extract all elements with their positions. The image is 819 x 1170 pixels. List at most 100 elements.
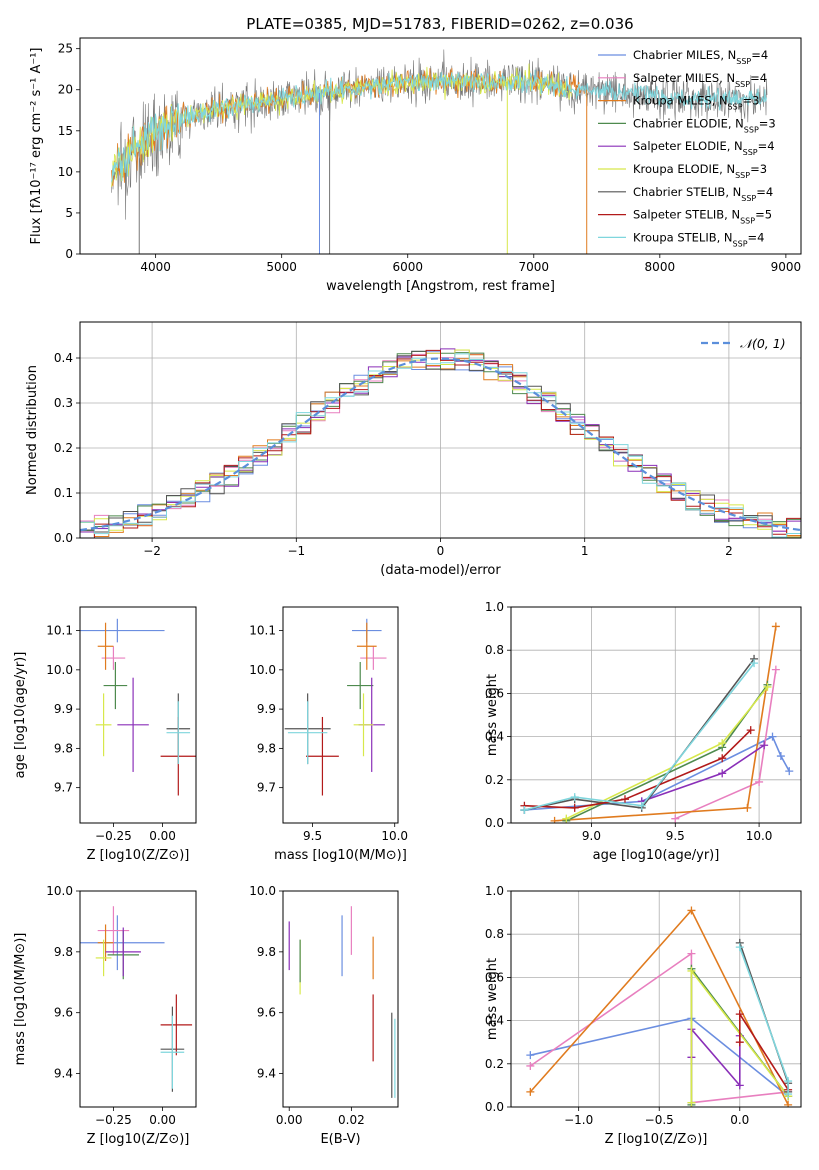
y-tick-label: 0 (65, 247, 73, 261)
y-tick-label: 25 (58, 42, 73, 56)
x-axis-label: (data-model)/error (380, 563, 501, 578)
spectrum-model-kroupa-elodie (111, 63, 572, 187)
histogram-kroupa-stelib (80, 353, 801, 538)
y-tick-label: 10.1 (46, 624, 73, 638)
series-marker (526, 1087, 535, 1096)
series-marker (735, 1081, 744, 1090)
residuals-frame (79, 321, 802, 539)
series-marker (760, 741, 769, 750)
age-vs-mass-frame (282, 606, 399, 824)
x-axis-label: Z [log10(Z/Z⊙)] (605, 1132, 708, 1147)
series-marker (687, 1098, 696, 1107)
legend-entry: Salpeter ELODIE, NSSP=4 (633, 139, 775, 157)
series-marker (570, 793, 579, 802)
series-line (554, 626, 777, 822)
series-marker (562, 814, 571, 823)
x-tick-label: −2 (143, 544, 161, 558)
y-tick-label: 1.0 (485, 884, 504, 898)
series-marker (784, 1077, 793, 1086)
y-tick-label: 0.6 (485, 970, 504, 984)
y-tick-label: 0.0 (54, 531, 73, 545)
y-axis-label: mass weight (485, 674, 500, 756)
y-tick-label: 9.6 (54, 1006, 73, 1020)
x-tick-label: −1.0 (564, 1113, 593, 1127)
age-vs-Z-frame (79, 606, 197, 824)
mass-vs-EBV-axes: 0.00 0.02 9.4 9.6 9.8 10.0 E(B-V) (249, 884, 364, 1147)
series-marker (687, 906, 696, 915)
y-tick-label: 9.8 (54, 945, 73, 959)
weight-vs-age-series (520, 622, 794, 823)
figure-title: PLATE=0385, MJD=51783, FIBERID=0262, z=0… (246, 15, 633, 33)
series-marker (785, 767, 794, 776)
legend-entry: Chabrier STELIB, NSSP=4 (633, 185, 773, 203)
legend-entry: Chabrier MILES, NSSP=4 (633, 48, 768, 66)
series-marker (750, 659, 759, 668)
x-tick-label: −0.5 (645, 1113, 674, 1127)
series-marker (776, 752, 785, 761)
series-marker (718, 754, 727, 763)
legend-entry: 𝒩(0, 1) (740, 336, 786, 351)
x-tick-label: 9.0 (582, 829, 601, 843)
series-marker (526, 1061, 535, 1070)
y-tick-label: 0.1 (54, 486, 73, 500)
y-tick-label: 10.0 (249, 884, 276, 898)
y-tick-label: 10.0 (249, 663, 276, 677)
y-tick-label: 0.2 (485, 1057, 504, 1071)
y-tick-label: 15 (58, 124, 73, 138)
y-tick-label: 9.8 (257, 945, 276, 959)
x-tick-label: −1 (287, 544, 305, 558)
mass-vs-EBV-frame (282, 890, 399, 1108)
x-tick-label: 0.00 (149, 829, 176, 843)
y-tick-label: 20 (58, 83, 73, 97)
series-marker (746, 726, 755, 735)
y-tick-label: 10.0 (46, 884, 73, 898)
spectrum-model-kroupa-stelib (111, 69, 767, 182)
y-tick-label: 9.6 (257, 1006, 276, 1020)
series-marker (784, 1100, 793, 1107)
x-tick-label: 6000 (392, 260, 423, 274)
y-tick-label: 9.8 (257, 741, 276, 755)
x-tick-label: 5000 (266, 260, 297, 274)
x-tick-label: 10.0 (381, 829, 408, 843)
y-tick-label: 9.9 (54, 702, 73, 716)
series-marker (687, 966, 696, 975)
mass-vs-EBV-points (288, 906, 396, 1098)
y-axis-label: Flux [fλ10⁻¹⁷ erg cm⁻² s⁻¹ A⁻¹] (29, 48, 44, 245)
x-tick-label: −0.25 (95, 829, 132, 843)
mass-vs-Z-frame (79, 890, 197, 1108)
weight-vs-Z-series (526, 906, 793, 1107)
y-tick-label: 0.8 (485, 643, 504, 657)
series-marker (671, 814, 680, 823)
y-tick-label: 0.0 (485, 1100, 504, 1114)
spectrum-axes: 4000 5000 6000 7000 8000 9000 0 5 10 15 20 25 wavele… (29, 42, 801, 294)
y-tick-label: 0.4 (485, 1014, 504, 1028)
legend-entry: Salpeter STELIB, NSSP=5 (633, 208, 772, 226)
y-tick-label: 0.2 (54, 441, 73, 455)
x-tick-label: 0.0 (730, 1113, 749, 1127)
y-tick-label: 0.4 (485, 730, 504, 744)
x-tick-label: 2 (725, 544, 733, 558)
mass-vs-Z-points (80, 906, 193, 1092)
x-tick-label: 10.0 (746, 829, 773, 843)
y-tick-label: 0.3 (54, 396, 73, 410)
spectrum-frame (79, 37, 802, 255)
x-axis-label: mass [log10(M/M⊙)] (274, 848, 407, 863)
series-marker (620, 795, 629, 804)
legend-entry: Salpeter MILES, NSSP=4 (633, 71, 767, 89)
residual-histograms (80, 348, 801, 538)
x-tick-label: 9.5 (303, 829, 322, 843)
series-marker (763, 682, 772, 691)
y-axis-label: mass [log10(M/M⊙)] (13, 933, 28, 1066)
legend-entry: Chabrier ELODIE, NSSP=3 (633, 116, 776, 133)
age-vs-mass-axes: 9.5 10.0 9.7 9.8 9.9 10.0 10.1 mass [log10(M/M⊙… (249, 624, 408, 863)
x-tick-label: 0 (437, 544, 445, 558)
y-tick-label: 5 (65, 206, 73, 220)
x-tick-label: 0.00 (276, 1113, 303, 1127)
series-marker (771, 665, 780, 674)
y-tick-label: 10 (58, 165, 73, 179)
spectrum-lines (111, 49, 768, 254)
spectrum-legend: Chabrier MILES, NSSP=4 Salpeter MILES, NS… (598, 48, 776, 248)
series-marker (526, 1051, 535, 1060)
series-line (524, 729, 752, 809)
x-tick-label: −0.25 (95, 1113, 132, 1127)
